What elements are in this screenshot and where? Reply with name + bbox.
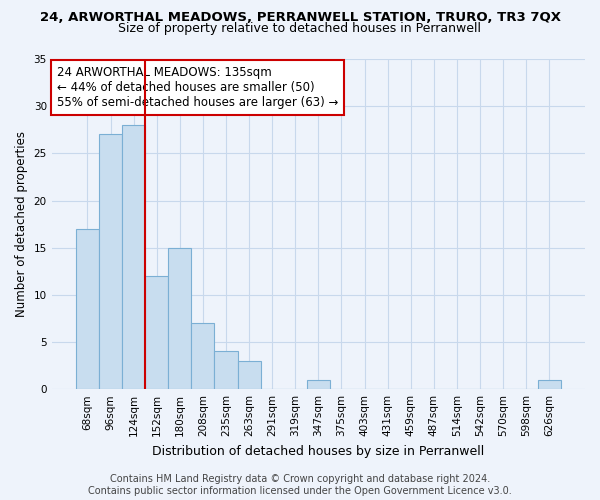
Bar <box>214 352 238 389</box>
Bar <box>238 361 260 389</box>
Text: Contains HM Land Registry data © Crown copyright and database right 2024.
Contai: Contains HM Land Registry data © Crown c… <box>88 474 512 496</box>
X-axis label: Distribution of detached houses by size in Perranwell: Distribution of detached houses by size … <box>152 444 484 458</box>
Text: 24 ARWORTHAL MEADOWS: 135sqm
← 44% of detached houses are smaller (50)
55% of se: 24 ARWORTHAL MEADOWS: 135sqm ← 44% of de… <box>57 66 338 108</box>
Bar <box>122 125 145 389</box>
Text: 24, ARWORTHAL MEADOWS, PERRANWELL STATION, TRURO, TR3 7QX: 24, ARWORTHAL MEADOWS, PERRANWELL STATIO… <box>40 11 560 24</box>
Bar <box>145 276 168 389</box>
Bar <box>76 229 99 389</box>
Bar <box>307 380 330 389</box>
Text: Size of property relative to detached houses in Perranwell: Size of property relative to detached ho… <box>119 22 482 35</box>
Bar <box>191 323 214 389</box>
Bar <box>99 134 122 389</box>
Bar <box>538 380 561 389</box>
Bar <box>168 248 191 389</box>
Y-axis label: Number of detached properties: Number of detached properties <box>15 131 28 317</box>
